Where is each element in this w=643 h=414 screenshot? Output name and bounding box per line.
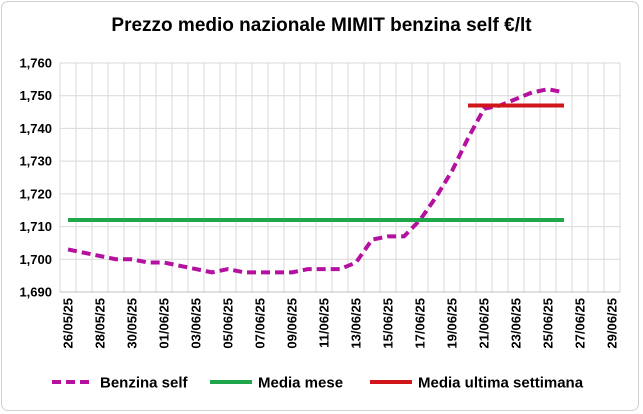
x-tick-label: 17/06/25	[413, 298, 428, 349]
x-tick-label: 26/05/25	[61, 298, 76, 349]
grid-layer	[59, 62, 621, 293]
x-tick-label: 09/06/25	[285, 298, 300, 349]
x-tick-label: 19/06/25	[445, 298, 460, 349]
x-tick-label: 03/06/25	[189, 298, 204, 349]
y-tick-label: 1,710	[19, 219, 52, 234]
x-tick-label: 11/06/25	[317, 298, 332, 348]
y-tick-label: 1,740	[19, 121, 52, 136]
legend-label-media-mese: Media mese	[258, 375, 343, 392]
x-tick-label: 13/06/25	[349, 298, 364, 349]
chart-title: Prezzo medio nazionale MIMIT benzina sel…	[111, 15, 532, 36]
x-tick-label: 29/06/25	[605, 298, 620, 349]
x-tick-label: 23/06/25	[509, 298, 524, 349]
legend-label-media-ultima-settimana: Media ultima settimana	[418, 375, 584, 392]
y-tick-label: 1,700	[19, 252, 52, 267]
series-layer	[67, 87, 565, 275]
y-tick-label: 1,750	[19, 88, 52, 103]
x-tick-label: 30/05/25	[125, 298, 140, 349]
x-tick-label: 01/06/25	[157, 298, 172, 349]
y-tick-label: 1,690	[19, 285, 52, 300]
y-tick-label: 1,720	[19, 186, 52, 201]
x-tick-label: 21/06/25	[477, 298, 492, 349]
x-tick-label: 28/05/25	[93, 298, 108, 349]
x-axis-ticks: 26/05/25 28/05/25 30/05/25 01/06/25 03/06/25…	[61, 298, 620, 349]
legend-label-benzina-self: Benzina self	[100, 375, 189, 392]
x-tick-label: 07/06/25	[253, 298, 268, 349]
x-tick-label: 15/06/25	[381, 298, 396, 349]
x-tick-label: 27/06/25	[573, 298, 588, 349]
y-axis-ticks: 1,690 1,700 1,710 1,720 1,730 1,740 1,750 1,760	[19, 56, 52, 300]
x-tick-label: 05/06/25	[221, 298, 236, 349]
y-tick-label: 1,730	[19, 154, 52, 169]
benzina-self-line	[67, 87, 565, 275]
y-tick-label: 1,760	[19, 56, 52, 71]
x-tick-label: 25/06/25	[541, 298, 556, 349]
legend: Benzina self Media mese Media ultima setti…	[52, 375, 584, 392]
